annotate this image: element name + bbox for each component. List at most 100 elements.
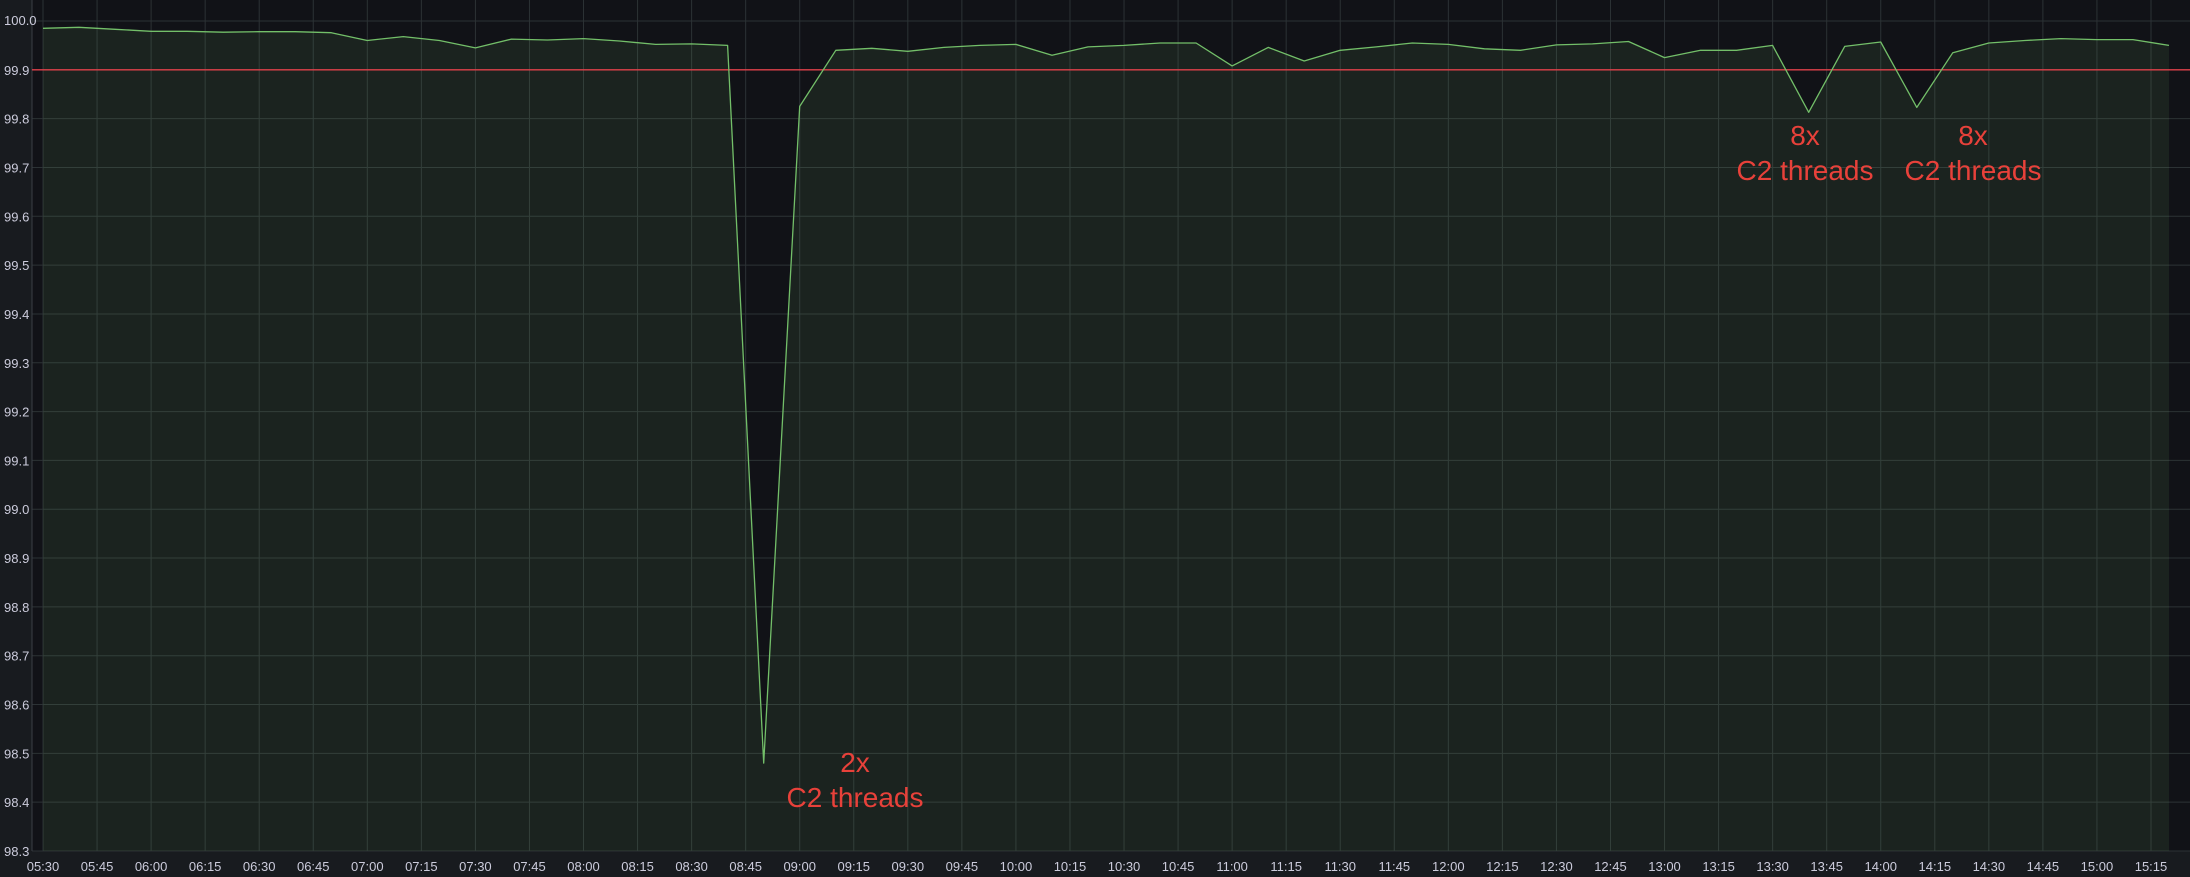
data-point (1735, 49, 1738, 52)
plot-area (32, 0, 2190, 851)
x-tick-label: 12:00 (1432, 859, 1465, 874)
data-point (402, 35, 405, 38)
series-area (43, 27, 2169, 852)
y-tick-label: 98.6 (4, 698, 29, 713)
data-point (1375, 45, 1378, 48)
data-point (474, 46, 477, 49)
x-tick-label: 07:00 (351, 859, 384, 874)
data-point (78, 26, 81, 29)
data-point (1627, 40, 1630, 43)
data-point (2023, 39, 2026, 42)
data-point (834, 49, 837, 52)
data-point (1483, 47, 1486, 50)
data-point (1411, 41, 1414, 44)
x-tick-label: 05:30 (27, 859, 60, 874)
x-tick-label: 06:30 (243, 859, 276, 874)
data-point (42, 27, 45, 30)
data-point (258, 30, 261, 33)
annotation-text: C2 threads (787, 782, 924, 813)
data-point (546, 39, 549, 42)
y-tick-label: 99.2 (4, 405, 29, 420)
data-point (654, 43, 657, 46)
x-tick-label: 10:15 (1054, 859, 1087, 874)
x-tick-label: 11:15 (1270, 859, 1302, 874)
data-point (330, 31, 333, 34)
data-point (1086, 45, 1089, 48)
x-axis: 05:30 05:45 06:00 06:15 06:30 06:45 07:00 07:15… (27, 859, 2168, 874)
x-tick-label: 09:00 (783, 859, 816, 874)
data-point (1014, 43, 1017, 46)
y-tick-label: 99.9 (4, 63, 29, 78)
y-tick-label: 99.7 (4, 160, 29, 175)
annotation: 8x C2 threads (1905, 120, 2042, 186)
data-point (1339, 49, 1342, 52)
x-tick-label: 14:15 (1919, 859, 1952, 874)
y-tick-label: 99.6 (4, 209, 29, 224)
x-tick-label: 12:45 (1594, 859, 1627, 874)
x-tick-label: 05:45 (81, 859, 114, 874)
data-point (1663, 56, 1666, 59)
x-tick-label: 10:00 (1000, 859, 1033, 874)
data-point (1771, 44, 1774, 47)
data-point (114, 28, 117, 31)
data-point (1879, 40, 1882, 43)
x-tick-label: 13:30 (1756, 859, 1789, 874)
y-tick-label: 98.5 (4, 746, 29, 761)
data-point (366, 39, 369, 42)
data-point (1555, 43, 1558, 46)
x-tick-label: 15:00 (2081, 859, 2114, 874)
x-tick-label: 06:15 (189, 859, 222, 874)
x-tick-label: 11:00 (1216, 859, 1248, 874)
y-tick-label: 98.3 (4, 844, 29, 859)
data-point (942, 46, 945, 49)
annotation-text: 8x (1790, 120, 1820, 151)
data-point (2059, 37, 2062, 40)
y-tick-label: 98.9 (4, 551, 29, 566)
data-point (1447, 43, 1450, 46)
x-tick-label: 07:30 (459, 859, 492, 874)
data-point (618, 40, 621, 43)
x-tick-label: 09:30 (892, 859, 925, 874)
data-point (2168, 44, 2171, 47)
y-tick-label: 99.5 (4, 258, 29, 273)
data-point (1267, 46, 1270, 49)
data-point (582, 37, 585, 40)
data-point (2095, 38, 2098, 41)
y-tick-label: 98.4 (4, 795, 29, 810)
x-tick-label: 14:00 (1864, 859, 1897, 874)
data-point (438, 39, 441, 42)
data-point (1159, 41, 1162, 44)
y-tick-label: 99.3 (4, 356, 29, 371)
annotation-text: 8x (1958, 120, 1988, 151)
x-tick-label: 06:45 (297, 859, 330, 874)
x-tick-label: 07:15 (405, 859, 438, 874)
x-tick-label: 15:15 (2135, 859, 2168, 874)
y-tick-label: 99.1 (4, 453, 29, 468)
x-tick-label: 13:00 (1648, 859, 1681, 874)
x-tick-label: 08:45 (729, 859, 762, 874)
x-tick-label: 11:45 (1378, 859, 1410, 874)
x-tick-label: 11:30 (1324, 859, 1356, 874)
annotation: 8x C2 threads (1737, 120, 1874, 186)
data-point (1195, 41, 1198, 44)
y-tick-label: 99.8 (4, 112, 29, 127)
data-point (870, 47, 873, 50)
data-point (2131, 38, 2134, 41)
x-tick-label: 07:45 (513, 859, 546, 874)
x-tick-label: 12:30 (1540, 859, 1573, 874)
x-tick-label: 08:00 (567, 859, 600, 874)
data-point (294, 30, 297, 33)
data-point (1050, 54, 1053, 57)
x-tick-label: 08:15 (621, 859, 654, 874)
annotation: 2x C2 threads (787, 747, 924, 813)
x-tick-label: 14:45 (2027, 859, 2060, 874)
annotation-text: C2 threads (1905, 155, 2042, 186)
data-point (1915, 106, 1918, 109)
y-axis: 100.0 99.9 99.8 99.7 99.6 99.5 99.4 99.3 99.2 99.… (4, 13, 37, 859)
data-point (798, 105, 801, 108)
grid (31, 0, 2190, 852)
data-point (978, 44, 981, 47)
data-point (150, 30, 153, 33)
y-tick-label: 98.7 (4, 649, 29, 664)
